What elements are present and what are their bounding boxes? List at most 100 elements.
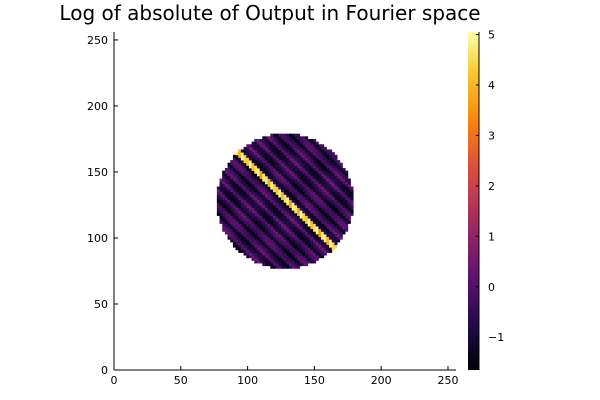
heatmap-cell — [278, 175, 282, 179]
heatmap-cell — [337, 234, 341, 238]
heatmap-cell — [254, 234, 258, 238]
heatmap-cell — [323, 157, 327, 161]
heatmap-cell — [240, 181, 244, 185]
heatmap-cell — [246, 170, 250, 174]
heatmap-cell — [323, 234, 327, 238]
heatmap-cell — [318, 234, 322, 238]
heatmap-cell — [235, 231, 239, 235]
heatmap-cell — [337, 191, 341, 195]
heatmap-cell — [302, 165, 306, 169]
heatmap-cell — [222, 181, 226, 185]
heatmap-cell — [280, 210, 285, 214]
heatmap-cell — [240, 231, 244, 235]
heatmap-cell — [326, 220, 330, 224]
heatmap-cell — [275, 136, 279, 140]
heatmap-cell — [238, 191, 242, 195]
heatmap-cell — [280, 215, 285, 219]
heatmap-cell — [302, 236, 306, 240]
heatmap-cell — [321, 157, 325, 161]
heatmap-cell — [256, 194, 261, 198]
heatmap-cell — [318, 241, 322, 245]
heatmap-cell — [326, 207, 330, 211]
heatmap-cell — [345, 173, 349, 177]
heatmap-cell — [278, 133, 282, 137]
heatmap-cell — [313, 173, 317, 177]
heatmap-cell — [299, 154, 303, 158]
heatmap-cell — [329, 226, 333, 230]
heatmap-cell — [219, 178, 223, 182]
heatmap-cell — [291, 260, 295, 264]
heatmap-cell — [235, 223, 239, 227]
heatmap-cell — [313, 226, 317, 230]
heatmap-cell — [248, 152, 252, 156]
heatmap-cell — [289, 220, 293, 224]
heatmap-cell — [329, 167, 333, 172]
heatmap-cell — [264, 257, 269, 261]
heatmap-cell — [323, 218, 327, 222]
heatmap-cell — [307, 144, 311, 148]
heatmap-cell — [278, 236, 282, 240]
heatmap-cell — [280, 218, 285, 222]
heatmap-cell — [305, 162, 309, 166]
heatmap-cell — [331, 228, 335, 232]
heatmap-cell — [272, 228, 277, 232]
heatmap-cell — [267, 144, 271, 148]
heatmap-cell — [235, 152, 239, 156]
heatmap-cell — [313, 234, 317, 238]
heatmap-cell — [299, 183, 303, 187]
heatmap-cell — [294, 154, 298, 158]
heatmap-cell — [305, 212, 309, 216]
heatmap-cell — [272, 218, 277, 222]
heatmap-cell — [259, 234, 263, 238]
heatmap-cell — [305, 204, 309, 208]
heatmap-cell — [294, 247, 298, 251]
heatmap-cell — [342, 223, 346, 227]
heatmap-cell — [323, 160, 327, 164]
heatmap-cell — [291, 249, 295, 253]
heatmap-cell — [283, 165, 287, 169]
heatmap-cell — [313, 239, 317, 243]
heatmap-cell — [283, 141, 287, 145]
heatmap-cell — [294, 157, 298, 161]
heatmap-cell — [310, 183, 314, 187]
heatmap-cell — [272, 204, 277, 208]
heatmap-cell — [264, 223, 269, 227]
heatmap-cell — [264, 136, 269, 140]
heatmap-cell — [264, 197, 269, 201]
heatmap-cell — [294, 197, 298, 201]
heatmap-cell — [275, 212, 279, 216]
heatmap-cell — [230, 212, 234, 216]
heatmap-cell — [334, 239, 338, 243]
heatmap-cell — [302, 247, 306, 251]
heatmap-cell — [238, 152, 242, 156]
heatmap-cell — [331, 220, 335, 224]
heatmap-cell — [331, 191, 335, 195]
heatmap-cell — [262, 165, 266, 169]
y-tick-label: 250 — [87, 34, 108, 47]
heatmap-cell — [291, 146, 295, 150]
heatmap-cell — [275, 146, 279, 150]
heatmap-cell — [232, 212, 236, 216]
heatmap-cell — [315, 247, 319, 251]
heatmap-cell — [230, 165, 234, 169]
heatmap-cell — [318, 207, 322, 211]
heatmap-cell — [235, 234, 239, 238]
heatmap-cell — [323, 189, 327, 193]
heatmap-cell — [326, 191, 330, 195]
heatmap-cell — [246, 178, 250, 182]
heatmap-cell — [342, 218, 346, 222]
heatmap-cell — [297, 189, 301, 193]
heatmap-cell — [227, 181, 231, 185]
heatmap-cell — [289, 136, 293, 140]
heatmap-cell — [313, 175, 317, 179]
heatmap-cell — [289, 207, 293, 211]
heatmap-cell — [262, 241, 266, 245]
heatmap-cell — [307, 244, 311, 248]
heatmap-cell — [278, 265, 282, 269]
heatmap-cell — [297, 263, 301, 267]
heatmap-cell — [302, 218, 306, 222]
heatmap-cell — [262, 141, 266, 145]
heatmap-cell — [302, 144, 306, 148]
heatmap-cell — [305, 157, 309, 161]
heatmap-cell — [291, 152, 295, 156]
